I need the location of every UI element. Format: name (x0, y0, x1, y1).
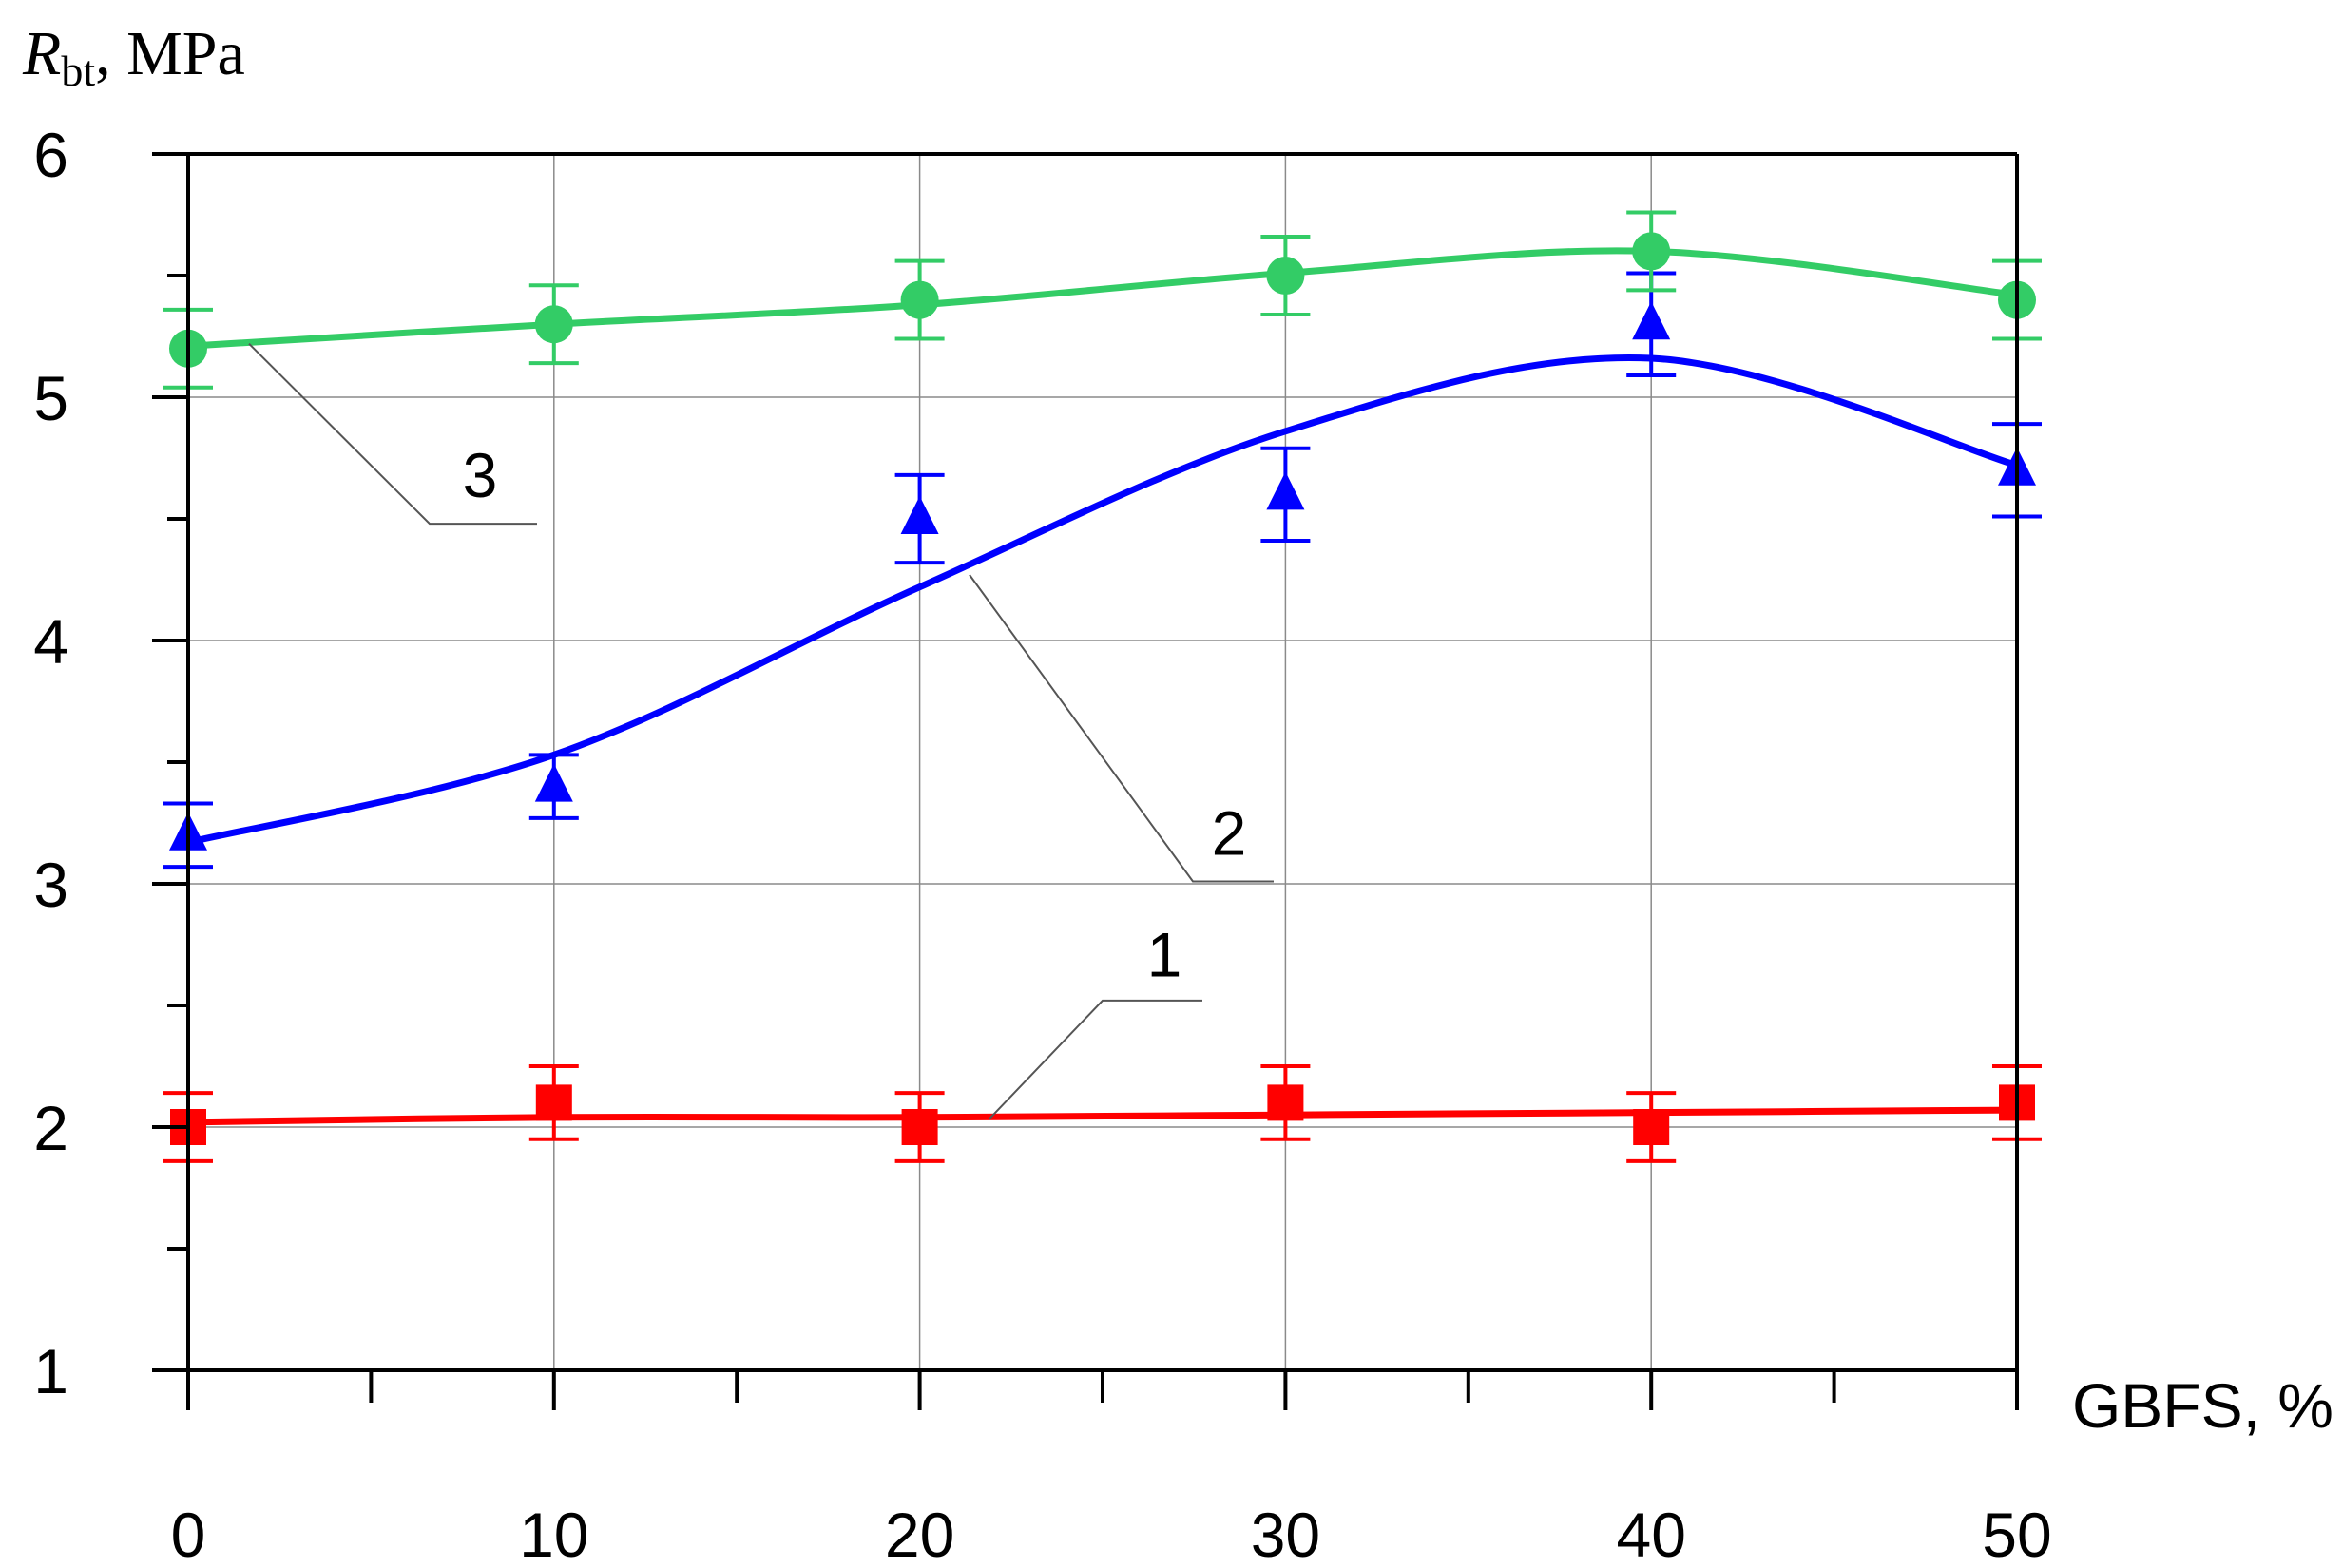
x-tick-label: 30 (1251, 1500, 1320, 1568)
callout-leader-3 (248, 342, 537, 526)
circle-marker (1266, 257, 1305, 295)
callout-label-2: 2 (1212, 797, 1247, 868)
x-tick-label: 20 (885, 1500, 954, 1568)
y-tick-label: 4 (33, 606, 68, 677)
callout-leader-2 (969, 574, 1274, 883)
y-axis-symbol: R (22, 19, 61, 88)
fit-curve-series-2 (184, 354, 2021, 846)
x-tick-label: 50 (1982, 1500, 2051, 1568)
fit-curves (184, 247, 2021, 1126)
y-tick-label: 6 (33, 120, 68, 190)
fit-curve-series-1 (184, 1106, 2021, 1126)
x-tick-label: 40 (1616, 1500, 1685, 1568)
triangle-marker (1266, 471, 1305, 510)
circle-marker (1632, 232, 1671, 271)
callout-leader-1 (988, 999, 1202, 1121)
x-axis-title: GBFS, % (2072, 1370, 2333, 1441)
series-callouts: 12 3 (248, 342, 1274, 1121)
y-tick-label: 3 (33, 850, 68, 920)
x-tick-label: 0 (171, 1500, 206, 1568)
square-marker (535, 1084, 572, 1121)
callout-label-3: 3 (463, 440, 498, 510)
y-axis-unit: , MPa (95, 19, 245, 88)
axes (152, 152, 2019, 1410)
square-marker (901, 1109, 938, 1145)
data-markers (169, 232, 2036, 1145)
triangle-marker (534, 763, 573, 802)
error-bars (163, 210, 2042, 1163)
square-marker (1633, 1109, 1670, 1145)
y-axis-title: Rbt, MPa (22, 19, 245, 95)
y-tick-label: 5 (33, 363, 68, 433)
y-axis-subscript: bt (61, 47, 95, 95)
y-tick-label: 2 (33, 1093, 68, 1163)
fit-curve-series-3 (184, 247, 2021, 350)
square-marker (1267, 1084, 1304, 1121)
grid (188, 154, 2017, 1370)
x-tick-label: 10 (519, 1500, 588, 1568)
triangle-marker (900, 496, 939, 534)
triangle-marker (1632, 301, 1671, 340)
y-tick-label: 1 (33, 1336, 68, 1406)
circle-marker (534, 305, 573, 344)
callout-label-1: 1 (1147, 919, 1182, 989)
circle-marker (900, 280, 939, 319)
